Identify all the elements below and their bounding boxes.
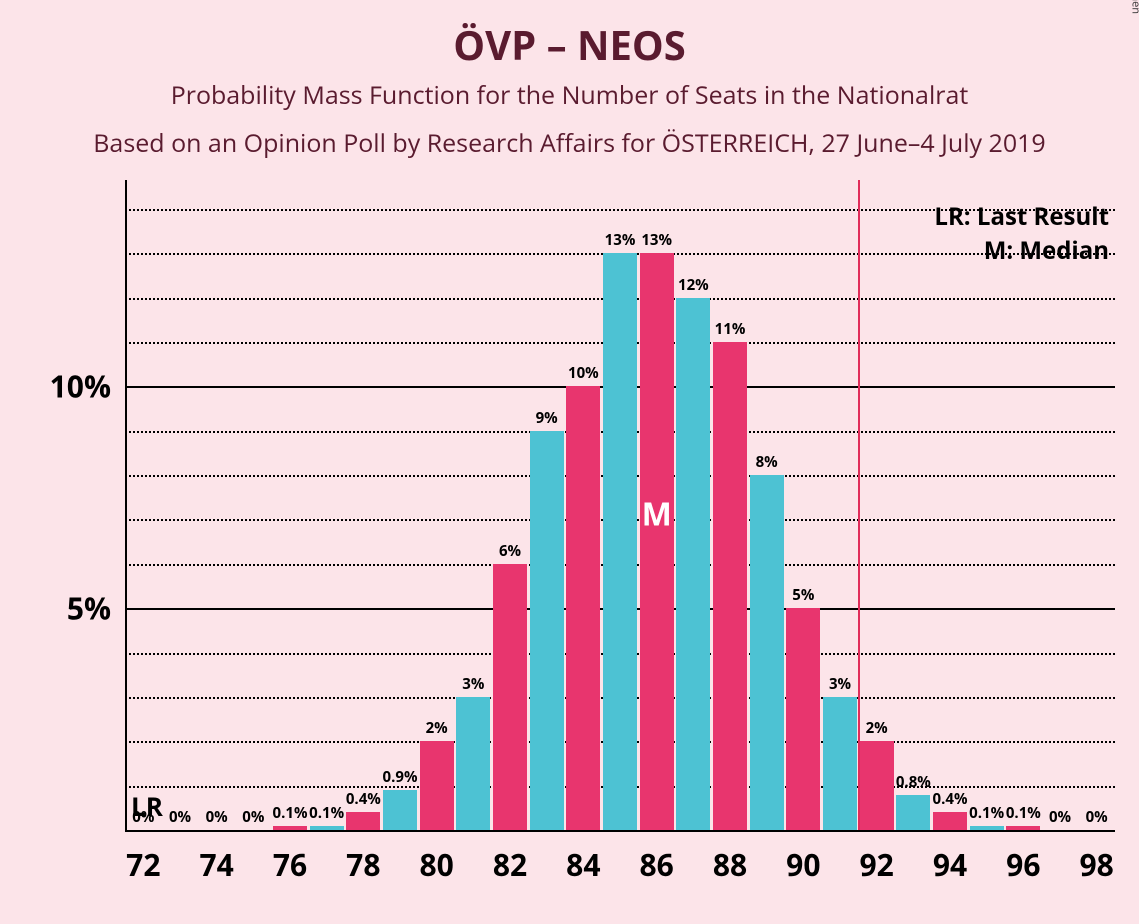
x-tick-label: 92 bbox=[860, 830, 894, 885]
bar-value-label: 0.1% bbox=[309, 803, 344, 823]
bar-value-label: 0.4% bbox=[346, 789, 381, 809]
bar-value-label: 6% bbox=[499, 541, 521, 561]
chart-subtitle-1: Probability Mass Function for the Number… bbox=[0, 78, 1139, 112]
x-tick-label: 84 bbox=[566, 830, 600, 885]
bar bbox=[493, 564, 527, 830]
bar-value-label: 10% bbox=[568, 363, 599, 383]
bar bbox=[346, 812, 380, 830]
x-tick-label: 90 bbox=[786, 830, 820, 885]
bar-value-label: 9% bbox=[536, 408, 558, 428]
bar-value-label: 13% bbox=[605, 230, 636, 250]
bar-value-label: 0% bbox=[169, 807, 191, 827]
chart-container: ÖVP – NEOS Probability Mass Function for… bbox=[0, 0, 1139, 924]
x-tick-label: 98 bbox=[1080, 830, 1114, 885]
bar-value-label: 0% bbox=[132, 807, 154, 827]
chart-title: ÖVP – NEOS bbox=[0, 0, 1139, 68]
bar-value-label: 0.4% bbox=[933, 789, 968, 809]
bar-value-label: 0.9% bbox=[383, 767, 418, 787]
last-result-line bbox=[858, 180, 860, 830]
bar-value-label: 0% bbox=[1049, 807, 1071, 827]
bar bbox=[420, 741, 454, 830]
bar bbox=[603, 253, 637, 830]
bar-value-label: 0% bbox=[206, 807, 228, 827]
bar bbox=[750, 475, 784, 830]
bar bbox=[640, 253, 674, 830]
bar-value-label: 12% bbox=[678, 275, 709, 295]
bar bbox=[310, 826, 344, 830]
legend-lr: LR: Last Result bbox=[934, 200, 1109, 233]
bar bbox=[566, 386, 600, 830]
x-tick-label: 76 bbox=[273, 830, 307, 885]
bar-value-label: 3% bbox=[829, 674, 851, 694]
bar-value-label: 0% bbox=[242, 807, 264, 827]
bar-value-label: 8% bbox=[756, 452, 778, 472]
bar bbox=[713, 342, 747, 830]
bar-value-label: 0.1% bbox=[1006, 803, 1041, 823]
bar-value-label: 13% bbox=[641, 230, 672, 250]
chart-subtitle-2: Based on an Opinion Poll by Research Aff… bbox=[0, 126, 1139, 160]
x-tick-label: 94 bbox=[933, 830, 967, 885]
x-tick-label: 86 bbox=[640, 830, 674, 885]
bar-value-label: 0% bbox=[1086, 807, 1108, 827]
bar bbox=[676, 298, 710, 830]
bar-value-label: 5% bbox=[792, 585, 814, 605]
x-tick-label: 80 bbox=[420, 830, 454, 885]
y-axis bbox=[125, 180, 127, 830]
x-tick-label: 82 bbox=[493, 830, 527, 885]
bar bbox=[1006, 826, 1040, 830]
bar-value-label: 2% bbox=[866, 718, 888, 738]
bar bbox=[273, 826, 307, 830]
bar-value-label: 2% bbox=[426, 718, 448, 738]
bar-value-label: 11% bbox=[715, 319, 746, 339]
y-tick-label: 5% bbox=[67, 588, 125, 629]
bar bbox=[896, 795, 930, 830]
x-tick-label: 88 bbox=[713, 830, 747, 885]
bar bbox=[823, 697, 857, 830]
bar bbox=[786, 608, 820, 830]
copyright-text: © 2019 Filip van Laenen bbox=[1129, 0, 1139, 14]
x-tick-label: 72 bbox=[126, 830, 160, 885]
bar-value-label: 3% bbox=[462, 674, 484, 694]
x-tick-label: 74 bbox=[200, 830, 234, 885]
x-tick-label: 78 bbox=[346, 830, 380, 885]
bar-value-label: 0.8% bbox=[896, 772, 931, 792]
bar bbox=[383, 790, 417, 830]
bar bbox=[456, 697, 490, 830]
plot-area: 5%10%7274767880828486889092949698LR0%0%0… bbox=[125, 200, 1115, 830]
bar bbox=[933, 812, 967, 830]
bar bbox=[860, 741, 894, 830]
legend-median: M: Median bbox=[984, 234, 1109, 267]
bar-value-label: 0.1% bbox=[969, 803, 1004, 823]
bar-value-label: 0.1% bbox=[273, 803, 308, 823]
x-tick-label: 96 bbox=[1006, 830, 1040, 885]
y-tick-label: 10% bbox=[50, 366, 125, 407]
bar bbox=[530, 431, 564, 830]
bar bbox=[970, 826, 1004, 830]
median-marker: M bbox=[642, 492, 672, 535]
